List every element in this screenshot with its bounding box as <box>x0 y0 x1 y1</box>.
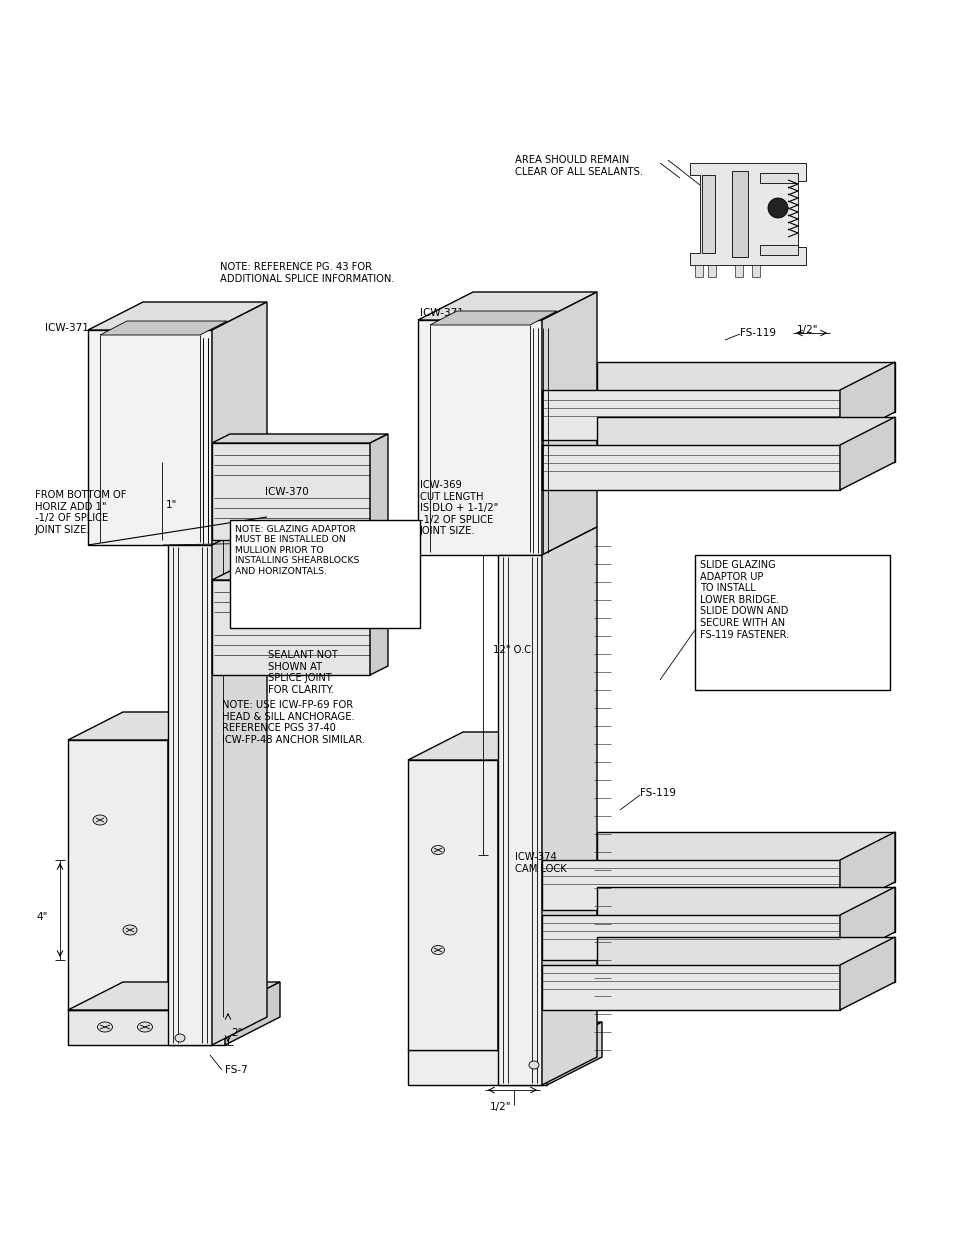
Text: ICW-374
CAM LOCK: ICW-374 CAM LOCK <box>515 852 566 873</box>
Polygon shape <box>541 860 840 910</box>
Text: 4": 4" <box>36 911 48 923</box>
Polygon shape <box>731 170 747 257</box>
Polygon shape <box>370 433 388 540</box>
Polygon shape <box>597 887 894 932</box>
Polygon shape <box>408 1023 601 1050</box>
Polygon shape <box>695 266 702 277</box>
Polygon shape <box>760 245 797 254</box>
Polygon shape <box>168 545 212 1045</box>
Polygon shape <box>541 965 840 1010</box>
Ellipse shape <box>529 1061 538 1070</box>
Polygon shape <box>212 443 370 540</box>
Polygon shape <box>497 732 553 1050</box>
Polygon shape <box>546 1023 601 1086</box>
Polygon shape <box>68 740 168 1010</box>
Polygon shape <box>734 266 742 277</box>
Text: FS-119: FS-119 <box>639 788 676 798</box>
Polygon shape <box>751 266 760 277</box>
Polygon shape <box>840 937 894 1010</box>
Polygon shape <box>840 417 894 490</box>
Polygon shape <box>689 163 805 266</box>
Ellipse shape <box>123 925 137 935</box>
Ellipse shape <box>92 815 107 825</box>
Polygon shape <box>541 527 597 1086</box>
Text: SLIDE GLAZING
ADAPTOR UP
TO INSTALL
LOWER BRIDGE.
SLIDE DOWN AND
SECURE WITH AN
: SLIDE GLAZING ADAPTOR UP TO INSTALL LOWE… <box>700 559 788 640</box>
Polygon shape <box>408 760 497 1050</box>
Polygon shape <box>597 832 894 882</box>
Polygon shape <box>701 175 714 253</box>
Polygon shape <box>417 291 597 320</box>
Polygon shape <box>88 330 212 545</box>
Text: AREA SHOULD REMAIN
CLEAR OF ALL SEALANTS.: AREA SHOULD REMAIN CLEAR OF ALL SEALANTS… <box>515 156 642 177</box>
Circle shape <box>767 198 787 219</box>
Polygon shape <box>707 266 716 277</box>
Bar <box>230 520 419 629</box>
Polygon shape <box>225 982 280 1045</box>
Polygon shape <box>408 1050 546 1086</box>
Text: 2": 2" <box>231 1028 242 1037</box>
Text: FS-119: FS-119 <box>740 329 775 338</box>
Polygon shape <box>430 311 557 325</box>
Polygon shape <box>100 321 227 335</box>
Polygon shape <box>840 887 894 960</box>
Ellipse shape <box>431 846 444 855</box>
Text: ICW-371: ICW-371 <box>45 324 89 333</box>
Text: NOTE: REFERENCE PG. 43 FOR
ADDITIONAL SPLICE INFORMATION.: NOTE: REFERENCE PG. 43 FOR ADDITIONAL SP… <box>220 262 395 284</box>
Polygon shape <box>541 390 840 440</box>
Polygon shape <box>212 303 267 545</box>
Ellipse shape <box>174 1034 185 1042</box>
Polygon shape <box>68 982 280 1010</box>
Polygon shape <box>497 555 541 1086</box>
Text: 1/2": 1/2" <box>796 325 818 335</box>
Polygon shape <box>212 580 370 676</box>
Polygon shape <box>370 571 388 676</box>
Polygon shape <box>541 445 840 490</box>
Polygon shape <box>68 982 223 1010</box>
Ellipse shape <box>137 1023 152 1032</box>
Polygon shape <box>408 732 553 760</box>
Ellipse shape <box>97 1023 112 1032</box>
Text: NOTE: GLAZING ADAPTOR
MUST BE INSTALLED ON
MULLION PRIOR TO
INSTALLING SHEARBLOC: NOTE: GLAZING ADAPTOR MUST BE INSTALLED … <box>234 525 359 576</box>
Ellipse shape <box>431 946 444 955</box>
Text: 1/2": 1/2" <box>490 1102 511 1112</box>
Polygon shape <box>541 291 597 555</box>
Polygon shape <box>212 433 388 443</box>
Polygon shape <box>417 320 541 555</box>
Text: SEALANT NOT
SHOWN AT
SPLICE JOINT
FOR CLARITY.: SEALANT NOT SHOWN AT SPLICE JOINT FOR CL… <box>268 650 337 695</box>
Polygon shape <box>840 362 894 440</box>
Polygon shape <box>597 417 894 462</box>
Polygon shape <box>212 517 267 1045</box>
Text: ICW-369
CUT LENGTH
IS DLO + 1-1/2"
-1/2 OF SPLICE
JOINT SIZE.: ICW-369 CUT LENGTH IS DLO + 1-1/2" -1/2 … <box>419 480 497 536</box>
Polygon shape <box>68 713 223 740</box>
Polygon shape <box>168 713 223 1010</box>
Bar <box>695 555 889 690</box>
Text: ICW-371: ICW-371 <box>419 308 463 317</box>
Text: 1": 1" <box>166 500 177 510</box>
Polygon shape <box>597 937 894 982</box>
Text: FS-7: FS-7 <box>225 1065 248 1074</box>
Text: FROM BOTTOM OF
HORIZ ADD 1"
-1/2 OF SPLICE
JOINT SIZE.: FROM BOTTOM OF HORIZ ADD 1" -1/2 OF SPLI… <box>35 490 127 535</box>
Polygon shape <box>88 303 267 330</box>
Polygon shape <box>760 173 797 183</box>
Polygon shape <box>541 915 840 960</box>
Text: ICW-370: ICW-370 <box>265 487 309 496</box>
Text: NOTE: USE ICW-FP-69 FOR
HEAD & SILL ANCHORAGE.
REFERENCE PGS 37-40
ICW-FP-48 ANC: NOTE: USE ICW-FP-69 FOR HEAD & SILL ANCH… <box>222 700 365 745</box>
Polygon shape <box>212 571 388 580</box>
Polygon shape <box>597 362 894 412</box>
Text: 12" O.C.: 12" O.C. <box>493 645 534 655</box>
Polygon shape <box>68 1010 225 1045</box>
Polygon shape <box>840 832 894 910</box>
